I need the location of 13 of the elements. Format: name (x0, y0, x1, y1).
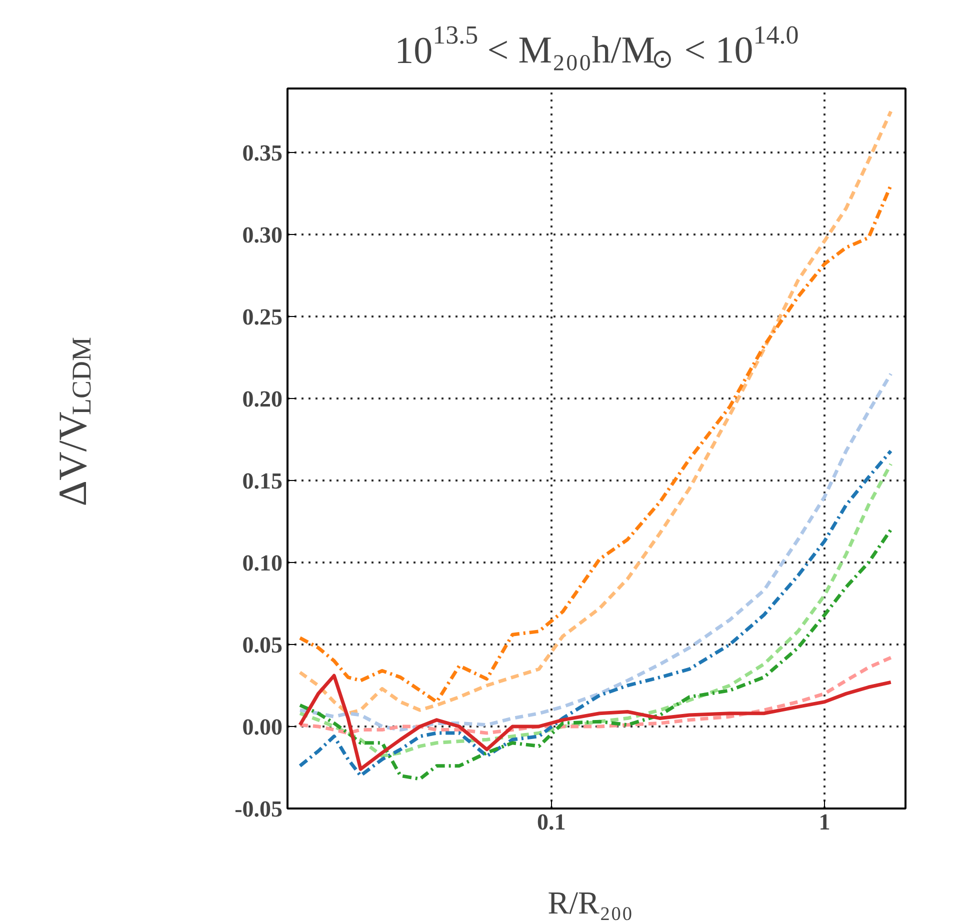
x-tick-label: 1 (818, 810, 830, 834)
y-tick-label: 0.05 (242, 632, 282, 658)
y-tick-label: 0.10 (242, 550, 282, 576)
y-tick-label: 0.20 (242, 386, 282, 412)
y-tick-label: 0.15 (242, 468, 282, 494)
y-tick-label: 0.00 (242, 714, 282, 740)
y-tick-label: -0.05 (234, 796, 283, 822)
y-axis-title: ΔV/VLCDM (50, 336, 96, 506)
y-tick-label: 0.25 (242, 304, 282, 330)
x-axis-title: R/R₂₀₀ (548, 884, 633, 920)
y-tick-label: 0.35 (242, 140, 282, 166)
x-tick-label: 0.1 (537, 810, 566, 834)
y-tick-label: 0.30 (242, 222, 282, 248)
